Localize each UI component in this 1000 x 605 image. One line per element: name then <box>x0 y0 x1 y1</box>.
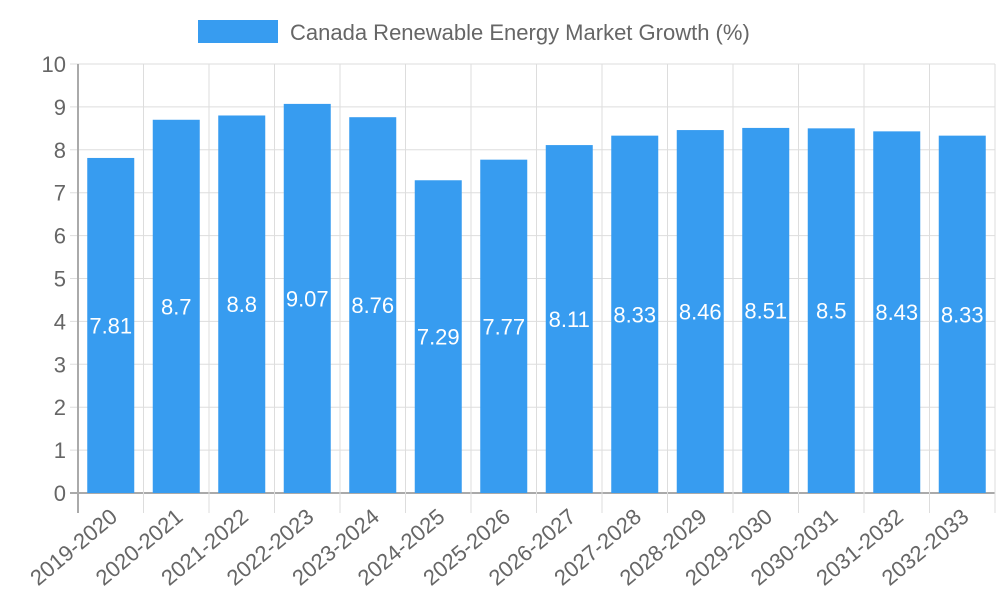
data-label: 8.11 <box>549 307 590 332</box>
y-tick-label: 9 <box>54 95 66 120</box>
data-label: 8.43 <box>875 300 918 325</box>
data-label: 8.33 <box>613 302 656 327</box>
y-tick-label: 6 <box>54 224 66 249</box>
data-label: 8.33 <box>941 302 984 327</box>
bar <box>742 127 790 494</box>
bar <box>873 131 921 493</box>
data-label: 8.5 <box>816 299 847 324</box>
data-labels: 7.81 8.7 8.8 9.07 8.76 7.29 7.77 8.11 8.33 8.46 8.… <box>89 286 983 349</box>
data-label: 8.8 <box>226 292 257 317</box>
data-label: 8.7 <box>161 294 192 319</box>
data-label: 8.76 <box>351 293 394 318</box>
bar <box>87 157 135 494</box>
bar <box>938 135 986 493</box>
legend[interactable]: Canada Renewable Energy Market Growth (%… <box>198 20 750 45</box>
data-label: 7.77 <box>482 314 525 339</box>
y-tick-label: 2 <box>54 395 66 420</box>
x-ticks: 2019-20202020-20212021-20222022-20232023… <box>25 504 973 591</box>
y-ticks: 0 1 2 3 4 5 6 7 8 9 10 <box>42 52 66 506</box>
bar <box>414 180 462 493</box>
bar <box>611 135 659 493</box>
bar <box>676 130 724 494</box>
y-tick-label: 10 <box>42 52 66 77</box>
legend-label: Canada Renewable Energy Market Growth (%… <box>290 20 750 45</box>
bar <box>480 159 528 494</box>
grid <box>70 63 996 513</box>
bar <box>283 103 331 493</box>
data-label: 9.07 <box>286 286 329 311</box>
y-tick-label: 1 <box>54 438 66 463</box>
data-label: 7.81 <box>89 313 132 338</box>
bar <box>807 128 855 493</box>
y-tick-label: 0 <box>54 481 66 506</box>
bar <box>218 115 266 493</box>
bar <box>152 119 200 494</box>
y-tick-label: 3 <box>54 352 66 377</box>
data-label: 7.29 <box>417 325 460 350</box>
data-label: 8.46 <box>679 300 722 325</box>
bar <box>349 117 397 494</box>
bar <box>545 145 593 493</box>
bars <box>87 103 986 494</box>
data-label: 8.51 <box>744 298 787 323</box>
y-tick-label: 5 <box>54 267 66 292</box>
y-tick-label: 4 <box>54 309 66 334</box>
legend-swatch <box>198 20 278 43</box>
y-tick-label: 7 <box>54 181 66 206</box>
y-tick-label: 8 <box>54 138 66 163</box>
